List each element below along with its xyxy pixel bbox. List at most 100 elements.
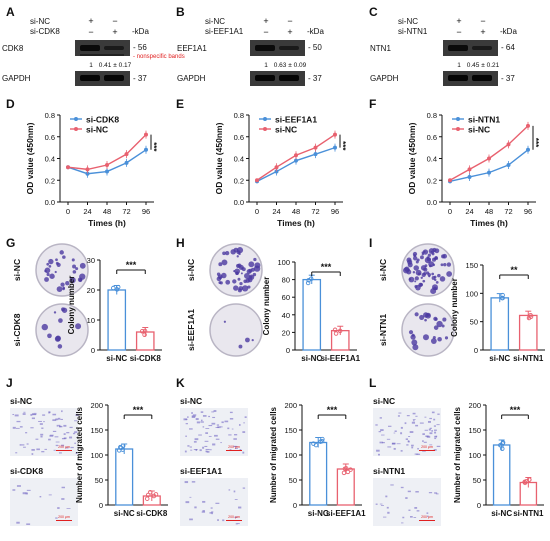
replicate-point [145,492,151,498]
colony-dot [407,262,413,268]
migrated-cell [385,495,388,498]
colony-chart-i: 0 50 100 150 Colony number si-NC si-NTN1 ** [450,261,545,363]
x-axis-title: Times (h) [88,218,126,228]
loading-control-label: GAPDH [2,74,31,83]
migration-micrograph [180,478,248,526]
migrated-cell [380,429,384,432]
migrated-cell [422,440,424,442]
bar [490,297,510,351]
panel-letter-g: G [6,236,15,250]
colony-dot [219,276,222,280]
data-point [274,169,279,174]
migrated-cell [40,433,44,436]
y-tick-label: 0.4 [234,155,244,164]
migrated-cell [408,509,411,511]
culture-dish [35,243,89,297]
migrated-cell [52,413,57,416]
colony-dot [413,254,417,257]
migrated-cell [22,492,27,495]
migrated-cell [411,421,416,424]
migrated-cell [416,510,420,512]
significance-stars: *** [133,405,144,415]
blot-strip [250,40,305,56]
condition-label-2: si-CDK8 [30,27,60,36]
migrated-cell [56,424,59,427]
replicate-point [318,439,323,444]
y-tick-label: 200 [468,401,481,410]
nonspecific-band [80,54,124,56]
minus-sign: − [456,27,461,37]
migrated-cell [411,444,414,447]
migrated-cell [48,411,51,414]
migrated-cell [63,433,66,435]
migrated-cell [405,438,409,440]
colony-dot [412,271,416,274]
colony-dishes-h: si-NC si-EEF1A1 [186,243,263,357]
colony-dot [437,336,442,342]
migration-chart-k: 0 50 100 150 200 Number of migrated cells si-N… [269,401,366,518]
migration-label-bottom: si-EEF1A1 [180,466,222,476]
migrated-cell [36,448,40,451]
colony-dot [433,325,439,330]
blot-band [255,75,275,81]
legend-marker [74,117,78,121]
colony-dot [79,278,83,282]
significance-stars: *** [126,260,137,270]
blot-band [279,75,299,81]
migrated-cell [407,440,410,442]
migrated-cell [184,481,189,484]
y-axis-title: OD value (450nm) [25,122,35,194]
migrated-cell [198,434,202,436]
migrated-cell [431,430,433,432]
colony-dot [216,272,221,276]
colony-dot [434,278,437,282]
replicate-point [153,492,159,497]
migrated-cell [23,411,26,413]
legend-marker [74,127,78,131]
panel-letter-j: J [6,376,13,390]
migrated-cell [419,422,424,424]
blot-band [472,46,492,50]
colony-dot [423,250,426,253]
x-axis-title: Times (h) [277,218,315,228]
colony-dot [238,252,241,256]
migrated-cell [15,427,20,429]
colony-chart-g: 0 10 20 30 Colony number si-NC si-CDK8 *** [67,256,162,363]
migrated-cell [16,485,21,487]
migrated-cell [214,434,218,437]
plus-sign: + [480,27,485,37]
ratio-knockdown: 0.45 ± 0.21 [467,62,500,69]
migrated-cell [375,424,378,426]
blot-strip [443,40,498,56]
colony-dot [253,257,257,262]
migrated-cell [208,435,212,437]
migrated-cell [380,505,384,506]
migrated-cell [429,427,432,429]
y-tick-label: 20 [87,286,95,295]
x-tick-label: 48 [292,207,300,216]
blot-band [80,45,100,51]
migrated-cell [185,501,190,504]
dish-label-top: si-NC [378,259,388,281]
y-tick-label: 0.8 [234,111,244,120]
migrated-cell [381,434,385,436]
data-point [124,160,129,165]
data-point [274,165,279,170]
colony-dot [75,267,79,271]
colony-dot [408,276,415,283]
colony-dot [237,288,242,293]
replicate-point [522,480,528,486]
x-tick-label: 0 [448,207,452,216]
plus-sign: + [263,16,268,26]
migration-images-k: si-NC 200 μm si-EEF1A1 200 μm [180,396,248,526]
migrated-cell [422,450,426,452]
colony-dot [440,263,444,267]
migrated-cell [14,414,19,417]
colony-dot [221,259,228,266]
y-tick-label: 0.2 [234,176,244,185]
colony-dot [48,264,52,268]
colony-dot [44,277,49,282]
migrated-cell [61,410,63,413]
migrated-cell [434,437,437,440]
colony-dot [412,344,419,351]
